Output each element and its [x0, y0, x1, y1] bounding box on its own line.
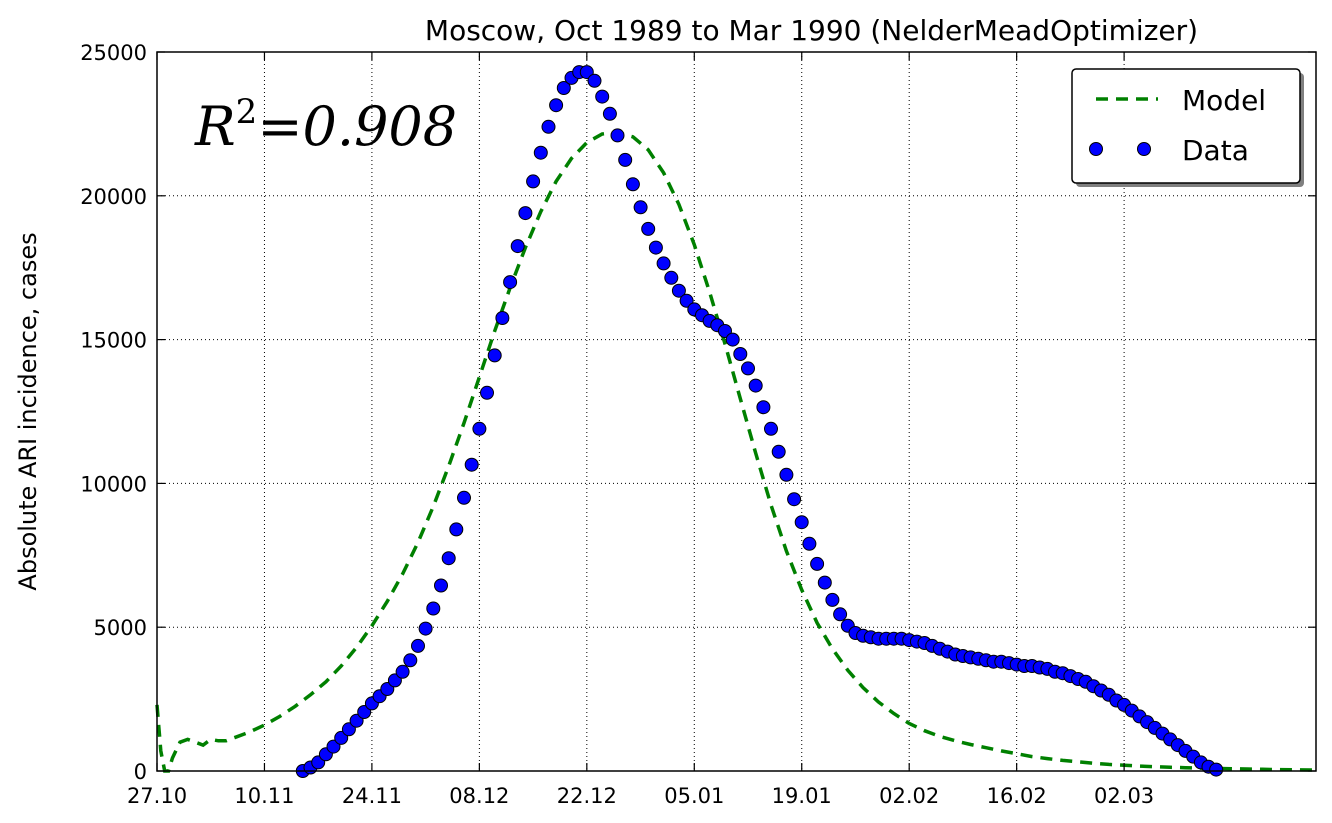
- x-tick-label: 16.02: [987, 784, 1047, 808]
- data-series: [295, 65, 1224, 778]
- r2-symbol: R: [194, 95, 236, 158]
- data-point: [480, 385, 494, 400]
- data-point: [656, 256, 671, 271]
- data-point: [825, 592, 840, 607]
- data-point: [641, 221, 656, 236]
- x-tick-label: 02.03: [1094, 784, 1154, 808]
- legend: Model Data: [1071, 68, 1304, 187]
- data-point: [595, 89, 610, 104]
- y-tick-label: 20000: [80, 185, 147, 209]
- chart-title: Moscow, Oct 1989 to Mar 1990 (NelderMead…: [425, 14, 1198, 47]
- data-point: [618, 152, 633, 167]
- x-axis: 27.10 10.11 24.11 08.12 22.12 05.01 19.01 02.02…: [127, 52, 1154, 808]
- r-squared-annotation: R2=0.908: [194, 92, 457, 158]
- x-tick-label: 02.02: [879, 784, 939, 808]
- data-point: [526, 174, 541, 189]
- data-point: [610, 128, 625, 143]
- data-point: [833, 607, 848, 622]
- data-point: [664, 270, 679, 285]
- y-axis-label: Absolute ARI incidence, cases: [14, 232, 42, 590]
- data-point: [756, 400, 771, 415]
- x-tick-label: 10.11: [234, 784, 294, 808]
- data-point: [518, 206, 533, 221]
- x-tick-label: 24.11: [342, 784, 402, 808]
- data-point: [764, 421, 778, 436]
- data-point: [810, 556, 825, 571]
- y-tick-label: 5000: [94, 616, 147, 640]
- y-tick-label: 15000: [80, 329, 147, 353]
- svg-text:R2=0.908: R2=0.908: [194, 92, 457, 158]
- data-point: [510, 239, 525, 254]
- data-point: [779, 467, 794, 482]
- data-point: [549, 98, 564, 113]
- data-point: [817, 575, 832, 590]
- data-point: [411, 638, 425, 653]
- data-point: [449, 522, 464, 537]
- legend-model-label: Model: [1182, 84, 1266, 117]
- data-point: [725, 332, 740, 347]
- x-tick-label: 05.01: [664, 784, 724, 808]
- data-point: [418, 621, 433, 636]
- legend-data-swatch: [1089, 142, 1103, 156]
- data-point: [533, 145, 548, 160]
- data-point: [1209, 762, 1224, 777]
- data-point: [472, 421, 487, 436]
- data-point: [579, 65, 594, 80]
- data-point: [487, 348, 502, 363]
- data-point: [794, 515, 809, 530]
- x-tick-label: 22.12: [557, 784, 617, 808]
- data-point: [556, 81, 571, 95]
- data-point: [748, 378, 763, 393]
- data-point: [741, 361, 755, 376]
- data-point: [771, 444, 786, 459]
- data-point: [441, 551, 456, 566]
- x-tick-label: 08.12: [449, 784, 509, 808]
- x-tick-label: 27.10: [127, 784, 187, 808]
- data-point: [733, 347, 748, 361]
- data-point: [395, 664, 410, 679]
- legend-data-swatch: [1137, 142, 1151, 156]
- data-point: [457, 490, 471, 505]
- data-point: [625, 177, 640, 192]
- data-point: [587, 73, 602, 88]
- data-point: [434, 578, 448, 593]
- data-point: [787, 492, 802, 507]
- data-point: [648, 240, 663, 255]
- data-point: [326, 739, 341, 754]
- r2-value: =0.908: [257, 95, 457, 158]
- data-point: [541, 119, 556, 134]
- model-series: [155, 130, 1317, 773]
- data-point: [426, 601, 441, 616]
- plot-frame: [156, 51, 1317, 772]
- x-tick-label: 19.01: [772, 784, 832, 808]
- data-point: [495, 311, 510, 325]
- data-point: [503, 275, 518, 290]
- data-point: [464, 457, 479, 472]
- data-point: [802, 536, 817, 551]
- r2-power: 2: [236, 92, 258, 132]
- data-point: [671, 283, 686, 298]
- y-tick-label: 10000: [80, 472, 147, 496]
- data-point: [602, 106, 617, 121]
- y-tick-label: 25000: [80, 41, 147, 65]
- legend-data-label: Data: [1182, 134, 1249, 167]
- data-point: [633, 200, 648, 215]
- data-point: [403, 653, 418, 668]
- y-tick-label: 0: [134, 760, 147, 784]
- y-axis: 0 5000 10000 15000 20000 25000: [80, 41, 1316, 784]
- model-line: [155, 130, 1317, 773]
